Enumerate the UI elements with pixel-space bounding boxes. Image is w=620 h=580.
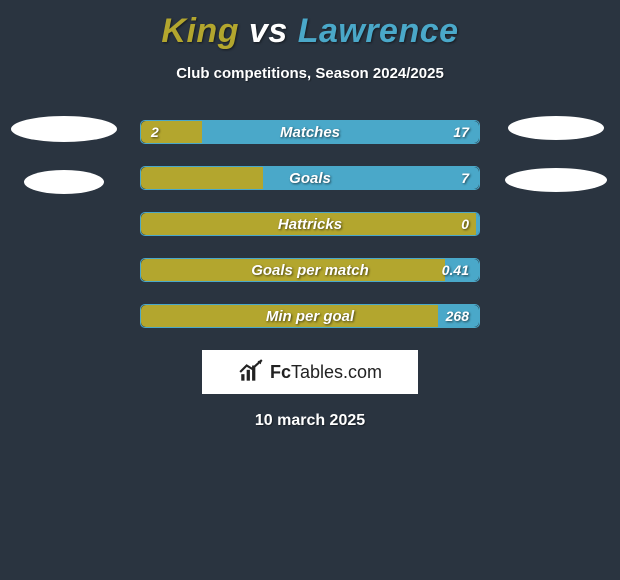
stat-bars: 217Matches7Goals0Hattricks0.41Goals per …: [140, 120, 480, 328]
bar-left-fill: [141, 259, 445, 281]
player1-name: King: [161, 12, 239, 50]
chart-icon: [238, 359, 264, 385]
stat-bar-row: 0Hattricks: [140, 212, 480, 236]
logo-rest: Tables.com: [291, 362, 382, 382]
subtitle: Club competitions, Season 2024/2025: [176, 65, 444, 82]
stat-bar-row: 268Min per goal: [140, 304, 480, 328]
page-title: King vs Lawrence: [161, 12, 458, 51]
vs-text: vs: [249, 12, 288, 50]
bar-left-fill: [141, 213, 476, 235]
bar-right-value: 7: [461, 167, 469, 189]
bar-right-fill: [202, 121, 479, 143]
placeholder-ellipse: [24, 170, 104, 194]
bar-left-value: 2: [151, 121, 159, 143]
placeholder-ellipse: [508, 116, 604, 140]
bar-right-value: 268: [446, 305, 469, 327]
bar-right-fill: [263, 167, 479, 189]
logo-text: FcTables.com: [270, 362, 382, 383]
placeholder-ellipse: [505, 168, 607, 192]
logo-box: FcTables.com: [202, 350, 418, 394]
bar-left-fill: [141, 305, 438, 327]
left-ellipses: [8, 116, 120, 194]
player2-name: Lawrence: [298, 12, 459, 50]
bar-right-value: 0.41: [442, 259, 469, 281]
stat-bar-row: 7Goals: [140, 166, 480, 190]
comparison-chart: 217Matches7Goals0Hattricks0.41Goals per …: [0, 120, 620, 328]
bar-right-value: 0: [461, 213, 469, 235]
right-ellipses: [500, 116, 612, 192]
bar-right-fill: [476, 213, 479, 235]
bar-right-value: 17: [453, 121, 469, 143]
placeholder-ellipse: [11, 116, 117, 142]
bar-left-fill: [141, 167, 263, 189]
logo-strong: Fc: [270, 362, 291, 382]
date-text: 10 march 2025: [255, 412, 365, 430]
stat-bar-row: 0.41Goals per match: [140, 258, 480, 282]
stat-bar-row: 217Matches: [140, 120, 480, 144]
